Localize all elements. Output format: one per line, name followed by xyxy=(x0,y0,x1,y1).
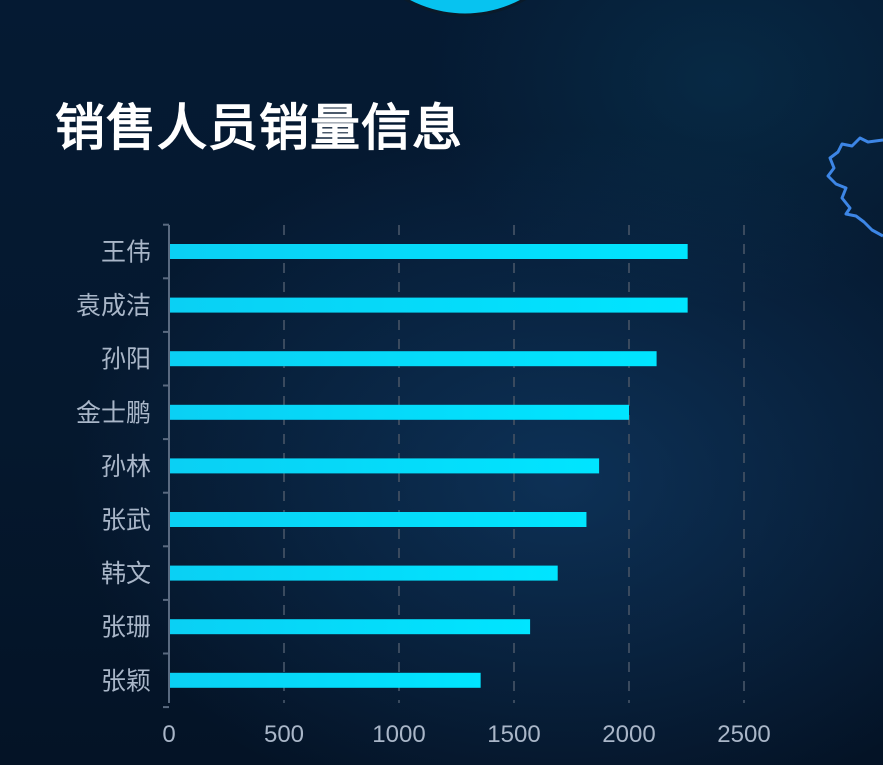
x-tick-label: 0 xyxy=(162,721,175,748)
bar xyxy=(170,297,688,313)
bars xyxy=(170,244,688,688)
bar xyxy=(170,404,629,420)
category-label: 张颖 xyxy=(101,667,151,695)
y-axis xyxy=(163,223,170,709)
bar xyxy=(170,512,587,527)
category-label: 袁成洁 xyxy=(76,292,151,320)
category-label: 金士鹏 xyxy=(76,399,151,427)
map-outline-decoration xyxy=(826,136,883,238)
category-label: 张武 xyxy=(101,507,151,535)
bar xyxy=(170,672,481,688)
x-tick-label: 2500 xyxy=(717,721,770,748)
category-label: 孙林 xyxy=(101,453,151,481)
page-title: 销售人员销量信息 xyxy=(55,100,463,156)
bar xyxy=(170,244,688,259)
category-label: 张珊 xyxy=(101,614,151,642)
bar xyxy=(170,619,531,635)
x-tick-label: 1500 xyxy=(487,721,540,748)
x-tick-label: 500 xyxy=(264,721,304,748)
x-tick-labels: 0 500 1000 1500 2000 2500 xyxy=(162,721,770,748)
x-tick-label: 2000 xyxy=(602,721,655,748)
category-label: 韩文 xyxy=(101,560,151,588)
top-circle-decoration xyxy=(403,0,527,17)
bar xyxy=(170,565,558,581)
category-label: 孙阳 xyxy=(101,346,151,374)
bar xyxy=(170,458,600,474)
x-tick-label: 1000 xyxy=(372,721,425,748)
category-label: 王伟 xyxy=(101,239,151,267)
bar xyxy=(170,351,657,367)
